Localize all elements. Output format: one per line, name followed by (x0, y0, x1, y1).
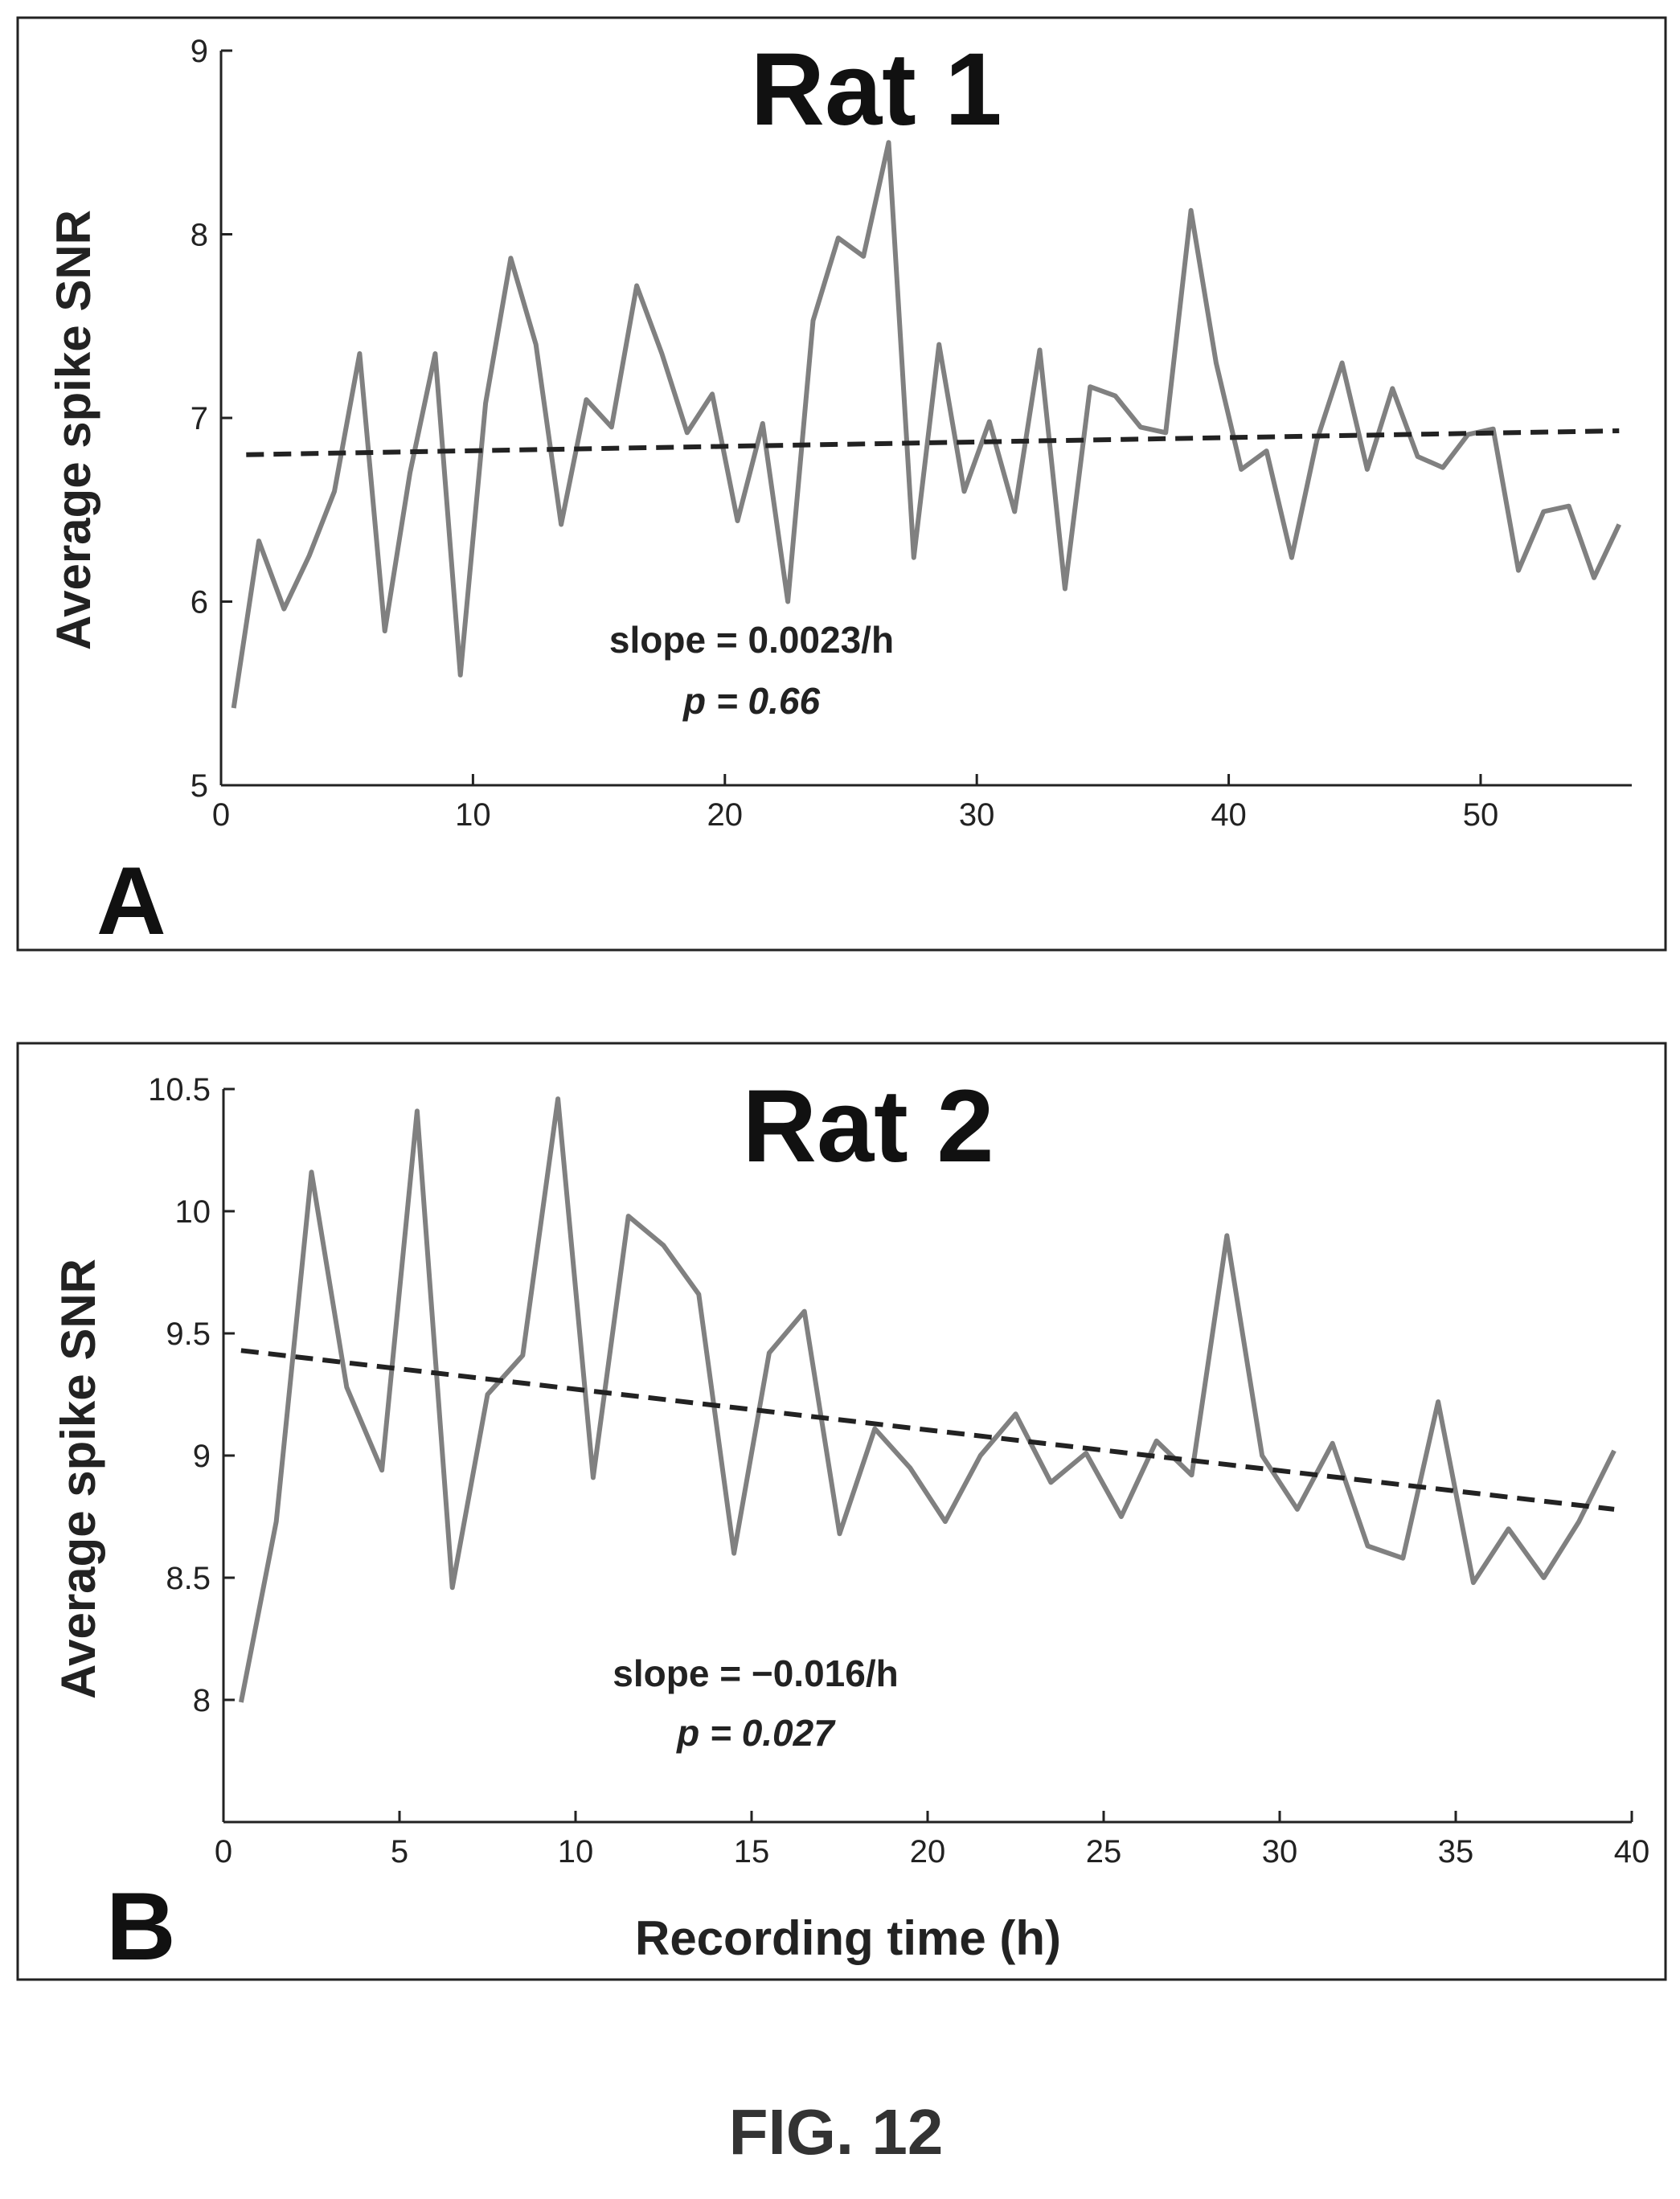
panel-a-frame (16, 16, 1667, 952)
panel-b-slope-annotation: slope = −0.016/h (613, 1652, 898, 1694)
panel-a-y-tick-label: 9 (191, 34, 208, 69)
panel-b-snr-series-line (238, 1096, 1616, 1703)
panel-b-y-tick-label: 9 (193, 1439, 211, 1474)
panel-b-p-annotation: p = 0.027 (675, 1712, 836, 1754)
panel-a-title: Rat 1 (751, 32, 1002, 147)
panel-a-y-tick-label: 6 (191, 585, 208, 620)
panel-a-y-tick-label: 8 (191, 218, 208, 253)
panel-b-chart: 8 8.5 9 9.5 10 10.5 0 5 10 15 20 25 30 35 40 (148, 1072, 1649, 1869)
panel-a-p-annotation: p = 0.66 (682, 680, 820, 722)
panel-b-y-tick-label: 10 (175, 1194, 211, 1230)
panel-a-label: A (96, 847, 166, 955)
figure-caption: FIG. 12 (729, 2096, 944, 2168)
panel-b-x-tick-label: 35 (1438, 1834, 1474, 1869)
panel-a-y-tick-label: 5 (191, 768, 208, 804)
panel-a-y-tick-label: 7 (191, 401, 208, 436)
panel-b-x-tick-label: 5 (391, 1834, 408, 1869)
panel-b-title: Rat 2 (743, 1069, 994, 1184)
panel-b-x-tick-label: 15 (734, 1834, 770, 1869)
panel-b-y-tick-label: 10.5 (148, 1072, 211, 1108)
panel-a-x-tick-label: 50 (1463, 797, 1499, 833)
panel-b-label: B (106, 1873, 176, 1980)
panel-a-x-tick-label: 30 (959, 797, 995, 833)
panel-a-trend-line (246, 428, 1620, 457)
panel-b-y-axis-label: Average spike SNR (51, 1259, 105, 1699)
panel-b-x-axis-label: Recording time (h) (635, 1911, 1061, 1965)
panel-a-y-axis-label: Average spike SNR (47, 210, 100, 650)
panel-b-y-tick-label: 9.5 (166, 1317, 211, 1352)
panel-b-y-tick-label: 8 (193, 1683, 211, 1718)
panel-b-x-tick-label: 30 (1262, 1834, 1298, 1869)
panel-a-chart: 5 6 7 8 9 0 10 20 30 40 50 (191, 34, 1632, 833)
panel-b-x-tick-label: 0 (215, 1834, 232, 1869)
panel-a-x-tick-label: 40 (1211, 797, 1247, 833)
panel-b-x-tick-label: 20 (910, 1834, 946, 1869)
panel-a-slope-annotation: slope = 0.0023/h (609, 619, 894, 661)
panel-b-x-tick-label: 40 (1614, 1834, 1650, 1869)
panel-b-frame (16, 1042, 1667, 1981)
panel-b-x-tick-label: 25 (1086, 1834, 1122, 1869)
panel-b-x-tick-label: 10 (558, 1834, 594, 1869)
panel-a-x-tick-label: 10 (455, 797, 491, 833)
panel-a-x-tick-label: 20 (707, 797, 744, 833)
panel-a-snr-series-line (231, 140, 1622, 709)
panel-a-x-tick-label: 0 (212, 797, 230, 833)
panel-b-y-tick-label: 8.5 (166, 1561, 211, 1596)
panel-b-trend-line (240, 1348, 1615, 1512)
